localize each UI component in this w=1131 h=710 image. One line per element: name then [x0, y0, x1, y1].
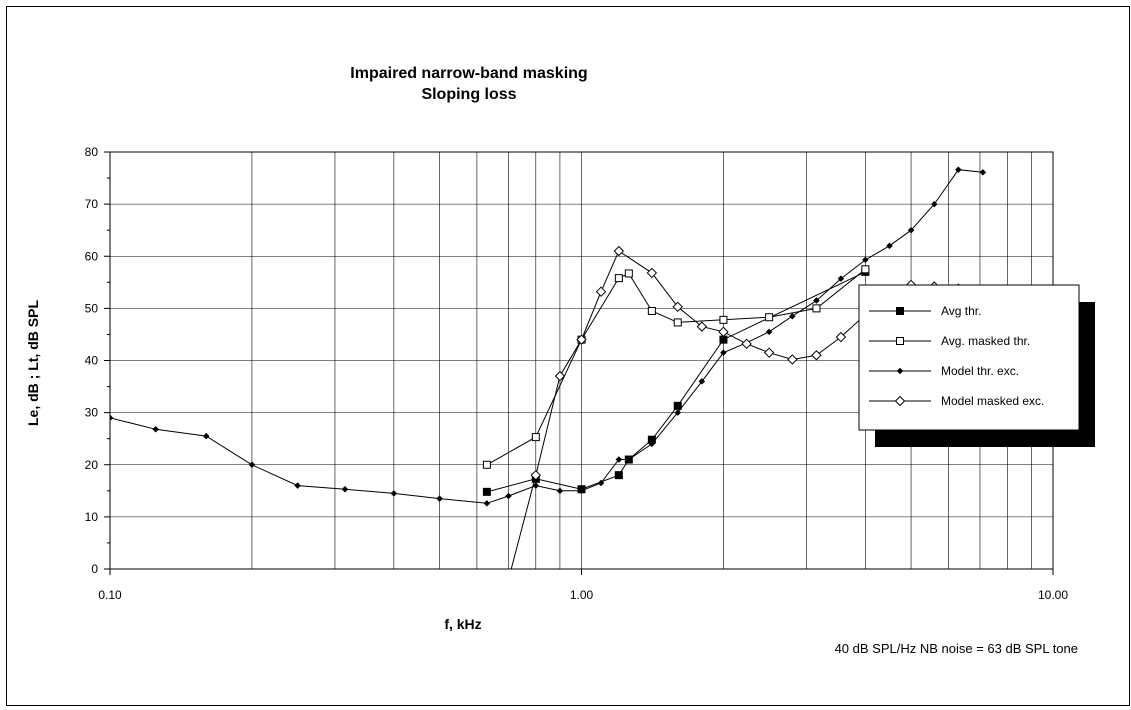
data-point — [886, 242, 893, 250]
legend-label: Model thr. exc. — [941, 364, 1019, 378]
data-point — [202, 432, 210, 440]
data-point — [648, 440, 656, 448]
data-point — [152, 425, 160, 433]
data-point — [862, 256, 869, 264]
y-tick-label: 70 — [85, 197, 99, 211]
data-point — [436, 495, 443, 502]
data-point — [646, 267, 658, 279]
data-point — [483, 499, 491, 507]
data-point — [530, 469, 542, 481]
data-point — [979, 168, 987, 176]
data-point — [248, 461, 256, 469]
data-point — [720, 349, 727, 357]
legend-label: Avg. masked thr. — [941, 334, 1030, 348]
axis-ticks — [104, 151, 1054, 575]
data-point — [554, 370, 566, 382]
data-point — [578, 487, 585, 495]
data-point — [615, 456, 623, 463]
data-point — [719, 335, 728, 344]
data-point — [811, 350, 822, 361]
y-tick-label: 80 — [85, 145, 99, 159]
data-point — [718, 326, 729, 338]
data-point — [907, 226, 915, 234]
legend: Avg thr. Avg. masked thr. Model thr. exc. M… — [858, 284, 1095, 447]
x-tick-label: 10.00 — [1038, 588, 1068, 602]
legend-marker — [896, 307, 904, 315]
y-tick-label: 0 — [91, 562, 98, 576]
chart-title: Impaired narrow-band masking — [350, 65, 587, 82]
legend-item: Model masked exc. — [869, 394, 1044, 408]
y-tick-label: 30 — [85, 406, 99, 420]
data-point — [531, 433, 540, 442]
data-point — [672, 301, 683, 313]
chart: Impaired narrow-band masking Sloping los… — [25, 65, 1095, 656]
annotation-note: 40 dB SPL/Hz NB noise = 63 dB SPL tone — [835, 641, 1078, 656]
data-point — [482, 487, 491, 496]
data-point — [765, 313, 774, 322]
x-axis-label: f, kHz — [444, 616, 481, 632]
chart-frame: Impaired narrow-band masking Sloping los… — [6, 6, 1130, 706]
legend-box — [858, 284, 1080, 431]
legend-marker — [896, 337, 904, 345]
data-point — [835, 331, 847, 343]
data-point — [576, 334, 587, 345]
legend-item: Model thr. exc. — [869, 364, 1019, 378]
data-point — [861, 265, 870, 274]
data-point — [595, 286, 607, 297]
y-tick-label: 10 — [85, 510, 99, 524]
data-point — [788, 312, 796, 320]
data-point — [763, 347, 775, 358]
series-group — [110, 166, 989, 569]
data-point — [765, 328, 773, 336]
x-tick-label: 0.10 — [98, 588, 122, 602]
data-point — [955, 166, 962, 174]
series-1 — [482, 267, 870, 496]
legend-marker — [894, 395, 906, 407]
data-point — [698, 377, 706, 385]
series-line — [110, 169, 983, 504]
data-point — [696, 321, 708, 332]
data-point — [390, 490, 398, 497]
data-point — [110, 414, 114, 422]
data-point — [294, 482, 301, 489]
legend-item: Avg. masked thr. — [869, 334, 1030, 348]
data-point — [930, 200, 938, 208]
data-point — [813, 297, 820, 304]
series-2 — [482, 265, 870, 469]
y-tick-label: 40 — [85, 354, 99, 368]
data-point — [613, 245, 625, 257]
y-axis-label: Le, dB ; Lt, dB SPL — [25, 300, 41, 426]
legend-item: Avg thr. — [869, 304, 981, 318]
y-tick-label: 60 — [85, 249, 99, 263]
data-point — [719, 315, 728, 324]
data-point — [673, 401, 682, 410]
data-point — [482, 460, 491, 469]
tick-labels: 0 10 20 30 40 50 60 70 80 0.10 1.00 10.00 — [85, 145, 1069, 602]
data-point — [597, 479, 605, 487]
data-point — [647, 306, 656, 315]
legend-label: Avg thr. — [941, 304, 981, 318]
data-point — [505, 492, 512, 500]
series-3 — [110, 166, 987, 507]
chart-subtitle: Sloping loss — [421, 86, 516, 103]
y-tick-label: 20 — [85, 458, 99, 472]
data-point — [837, 275, 845, 283]
data-point — [787, 354, 798, 365]
data-point — [614, 471, 623, 480]
legend-marker — [896, 367, 904, 375]
legend-label: Model masked exc. — [941, 394, 1044, 408]
data-point — [614, 274, 623, 283]
data-point — [674, 409, 682, 416]
data-point — [556, 487, 564, 495]
data-point — [673, 318, 682, 327]
data-point — [741, 338, 752, 350]
data-point — [625, 456, 633, 463]
x-tick-label: 1.00 — [570, 588, 594, 602]
data-point — [812, 304, 821, 313]
data-point — [624, 269, 633, 278]
y-tick-label: 50 — [85, 301, 99, 315]
data-point — [341, 485, 349, 493]
